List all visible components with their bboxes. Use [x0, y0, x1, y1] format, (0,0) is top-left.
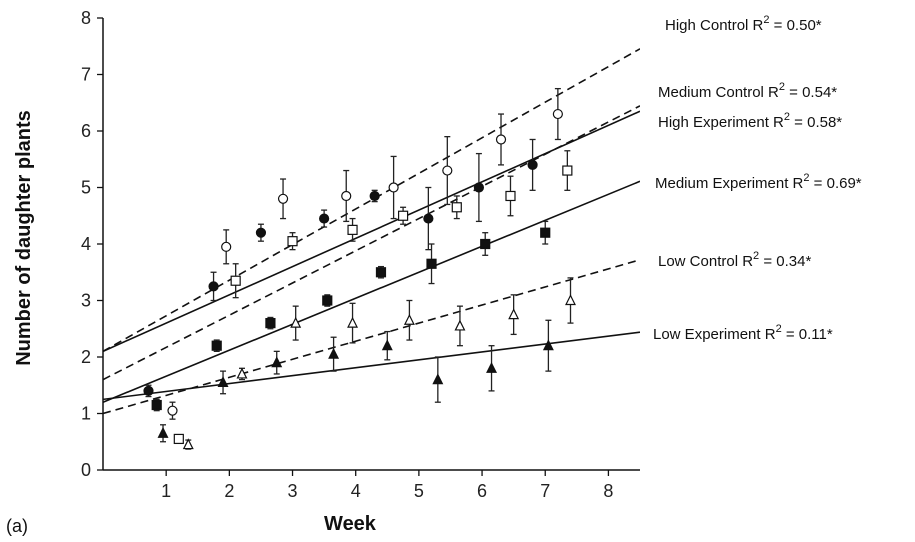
axes: 1 2 3 4 5 6 7 8 0 1 2 3 4 5 6 7 8 — [81, 8, 640, 501]
data-point — [341, 190, 352, 202]
fit-line-low-control — [103, 259, 640, 415]
x-tick-label: 5 — [414, 481, 424, 501]
data-point — [173, 433, 184, 445]
data-point — [480, 238, 491, 250]
y-axis-title: Number of daughter plants — [13, 110, 35, 366]
y-tick-label: 5 — [81, 178, 91, 198]
data-point — [287, 236, 298, 247]
legend: High Control R2 = 0.50* Medium Control R2… — [653, 14, 862, 343]
x-tick-label: 6 — [477, 481, 487, 501]
legend-label-high-control: High Control R2 = 0.50* — [665, 14, 822, 34]
fit-line-high-experiment — [103, 110, 640, 353]
data-point — [432, 373, 444, 385]
x-tick-label: 4 — [351, 481, 361, 501]
fit-line-low-experiment — [103, 331, 640, 401]
data-point — [167, 405, 178, 416]
data-point — [562, 165, 573, 176]
data-point — [230, 275, 241, 286]
data-point — [442, 165, 453, 176]
y-tick-label: 1 — [81, 404, 91, 424]
data-point — [426, 258, 437, 269]
data-point — [347, 316, 359, 328]
series-low-experiment — [157, 319, 554, 443]
legend-label-high-experiment: High Experiment R2 = 0.58* — [658, 111, 842, 131]
fit-line-medium-control — [103, 105, 640, 381]
data-point — [397, 210, 409, 221]
fit-line-high-control — [103, 48, 640, 353]
data-point — [381, 339, 393, 351]
data-point — [211, 340, 222, 351]
data-point — [451, 202, 462, 213]
x-tick-label: 1 — [161, 481, 171, 501]
legend-label-low-experiment: Low Experiment R2 = 0.11* — [653, 323, 833, 343]
y-tick-label: 4 — [81, 234, 91, 254]
y-tick-label: 2 — [81, 347, 91, 367]
data-point — [221, 241, 232, 252]
series-medium-control — [167, 87, 563, 420]
fit-line-medium-experiment — [103, 180, 640, 403]
plot-area — [103, 18, 640, 470]
y-tick-label: 0 — [81, 460, 91, 480]
x-tick-label: 8 — [603, 481, 613, 501]
data-point — [208, 281, 219, 292]
data-point — [290, 316, 302, 328]
data-point — [527, 159, 538, 170]
x-tick-label: 3 — [288, 481, 298, 501]
data-point — [454, 319, 466, 331]
data-point — [217, 376, 229, 388]
data-markers — [143, 87, 576, 450]
data-point — [565, 294, 576, 306]
series-medium-experiment — [151, 220, 551, 412]
data-point — [486, 361, 498, 373]
data-point — [423, 213, 434, 224]
series-low-control — [182, 277, 576, 450]
data-point — [319, 213, 330, 224]
legend-label-medium-control: Medium Control R2 = 0.54* — [658, 81, 837, 101]
data-point — [347, 224, 358, 235]
legend-label-low-control: Low Control R2 = 0.34* — [658, 250, 811, 270]
x-tick-label: 7 — [540, 481, 550, 501]
data-point — [271, 356, 283, 368]
data-point — [182, 438, 194, 450]
data-point — [552, 108, 563, 120]
data-point — [328, 347, 340, 359]
x-tick-label: 2 — [224, 481, 234, 501]
data-point — [375, 267, 387, 278]
y-tick-label: 8 — [81, 8, 91, 28]
data-point — [143, 385, 154, 396]
data-point — [255, 227, 267, 238]
series-high-experiment — [173, 150, 573, 445]
data-point — [388, 182, 399, 193]
data-point — [157, 426, 169, 438]
y-tick-label: 7 — [81, 65, 91, 85]
data-point — [540, 227, 551, 238]
data-point — [542, 339, 554, 351]
data-point — [508, 308, 520, 320]
legend-label-medium-experiment: Medium Experiment R2 = 0.69* — [655, 172, 862, 192]
data-point — [403, 313, 415, 325]
data-point — [369, 190, 380, 202]
data-point — [236, 367, 248, 379]
fit-lines — [103, 48, 640, 415]
x-axis-title: Week — [324, 513, 377, 535]
plot-frame — [103, 18, 640, 470]
data-point — [277, 193, 289, 204]
y-tick-label: 3 — [81, 291, 91, 311]
data-point — [265, 318, 276, 329]
data-point — [473, 182, 484, 193]
panel-label: (a) — [6, 516, 28, 536]
y-tick-label: 6 — [81, 121, 91, 141]
data-point — [151, 399, 162, 411]
data-point — [322, 295, 333, 306]
series-high-control — [143, 138, 538, 398]
data-point — [495, 134, 507, 145]
data-point — [505, 190, 516, 202]
